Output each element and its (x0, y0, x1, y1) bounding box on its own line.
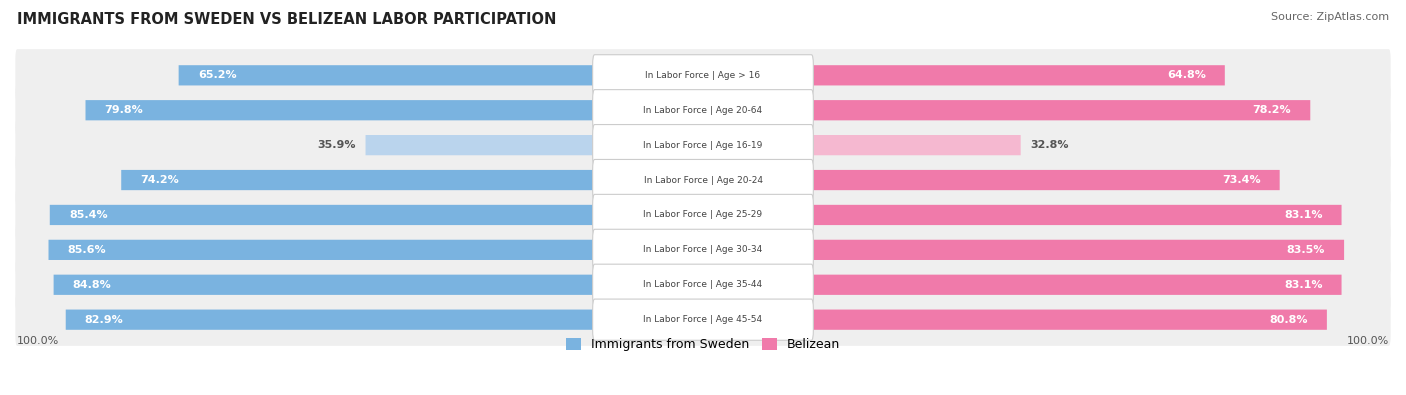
Text: 78.2%: 78.2% (1253, 105, 1291, 115)
Text: 85.4%: 85.4% (69, 210, 107, 220)
FancyBboxPatch shape (593, 160, 813, 201)
FancyBboxPatch shape (53, 275, 595, 295)
Text: 84.8%: 84.8% (73, 280, 111, 290)
FancyBboxPatch shape (15, 293, 1391, 346)
FancyBboxPatch shape (811, 275, 1341, 295)
FancyBboxPatch shape (811, 170, 1279, 190)
FancyBboxPatch shape (86, 100, 595, 120)
Text: 83.1%: 83.1% (1284, 280, 1323, 290)
FancyBboxPatch shape (15, 154, 1391, 206)
FancyBboxPatch shape (811, 205, 1341, 225)
FancyBboxPatch shape (811, 135, 1021, 155)
FancyBboxPatch shape (15, 189, 1391, 241)
FancyBboxPatch shape (66, 310, 595, 330)
FancyBboxPatch shape (366, 135, 595, 155)
Text: 73.4%: 73.4% (1222, 175, 1261, 185)
FancyBboxPatch shape (15, 119, 1391, 171)
FancyBboxPatch shape (15, 49, 1391, 102)
FancyBboxPatch shape (811, 310, 1327, 330)
Text: 35.9%: 35.9% (318, 140, 356, 150)
FancyBboxPatch shape (121, 170, 595, 190)
Text: In Labor Force | Age 30-34: In Labor Force | Age 30-34 (644, 245, 762, 254)
FancyBboxPatch shape (811, 240, 1344, 260)
Text: 64.8%: 64.8% (1167, 70, 1206, 80)
Text: In Labor Force | Age 25-29: In Labor Force | Age 25-29 (644, 211, 762, 220)
FancyBboxPatch shape (15, 259, 1391, 311)
FancyBboxPatch shape (179, 65, 595, 85)
FancyBboxPatch shape (811, 65, 1225, 85)
Text: In Labor Force | Age 20-24: In Labor Force | Age 20-24 (644, 175, 762, 184)
FancyBboxPatch shape (593, 55, 813, 96)
Text: 79.8%: 79.8% (104, 105, 143, 115)
Legend: Immigrants from Sweden, Belizean: Immigrants from Sweden, Belizean (561, 333, 845, 356)
FancyBboxPatch shape (15, 224, 1391, 276)
Text: 80.8%: 80.8% (1270, 315, 1308, 325)
Text: 82.9%: 82.9% (84, 315, 124, 325)
Text: 83.1%: 83.1% (1284, 210, 1323, 220)
FancyBboxPatch shape (49, 205, 595, 225)
Text: In Labor Force | Age 45-54: In Labor Force | Age 45-54 (644, 315, 762, 324)
FancyBboxPatch shape (15, 84, 1391, 136)
FancyBboxPatch shape (49, 240, 595, 260)
FancyBboxPatch shape (593, 194, 813, 235)
Text: 74.2%: 74.2% (141, 175, 179, 185)
Text: 100.0%: 100.0% (1347, 336, 1389, 346)
FancyBboxPatch shape (593, 264, 813, 305)
Text: 100.0%: 100.0% (17, 336, 59, 346)
Text: In Labor Force | Age 35-44: In Labor Force | Age 35-44 (644, 280, 762, 289)
FancyBboxPatch shape (593, 229, 813, 271)
FancyBboxPatch shape (593, 124, 813, 166)
Text: In Labor Force | Age > 16: In Labor Force | Age > 16 (645, 71, 761, 80)
Text: 32.8%: 32.8% (1031, 140, 1069, 150)
Text: 65.2%: 65.2% (198, 70, 236, 80)
Text: 85.6%: 85.6% (67, 245, 107, 255)
Text: IMMIGRANTS FROM SWEDEN VS BELIZEAN LABOR PARTICIPATION: IMMIGRANTS FROM SWEDEN VS BELIZEAN LABOR… (17, 12, 557, 27)
Text: Source: ZipAtlas.com: Source: ZipAtlas.com (1271, 12, 1389, 22)
Text: In Labor Force | Age 16-19: In Labor Force | Age 16-19 (644, 141, 762, 150)
FancyBboxPatch shape (811, 100, 1310, 120)
FancyBboxPatch shape (593, 299, 813, 340)
Text: 83.5%: 83.5% (1286, 245, 1324, 255)
Text: In Labor Force | Age 20-64: In Labor Force | Age 20-64 (644, 106, 762, 115)
FancyBboxPatch shape (593, 90, 813, 131)
